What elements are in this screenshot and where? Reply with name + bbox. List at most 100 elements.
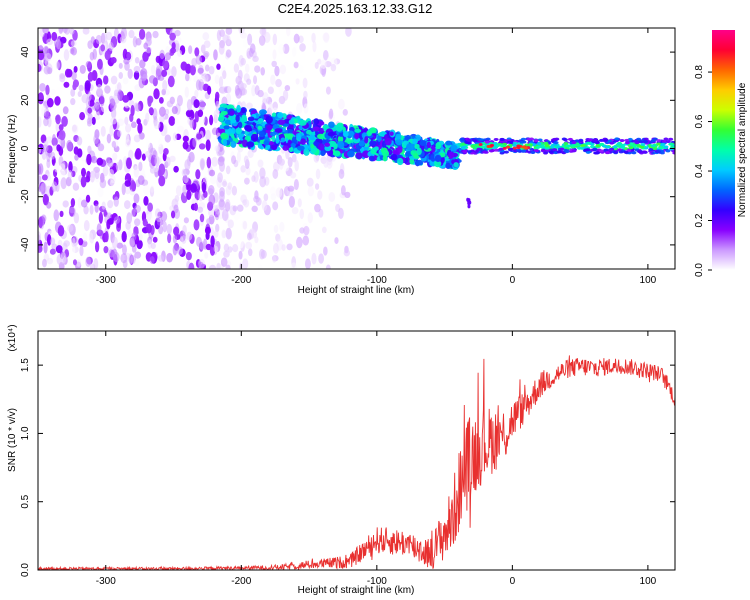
noise-cell [214, 145, 221, 152]
noise-cell [122, 244, 127, 255]
signal-cell [415, 159, 423, 166]
signal-cell [619, 139, 625, 143]
noise-cell [67, 224, 74, 233]
noise-cell [226, 85, 232, 94]
signal-cell [368, 155, 375, 162]
signal-cell [327, 131, 336, 137]
noise-cell [311, 252, 317, 265]
noise-cell [314, 61, 319, 70]
noise-cell [135, 148, 142, 160]
signal-cell [631, 151, 637, 155]
noise-cell [227, 246, 233, 253]
noise-cell [288, 195, 295, 208]
noise-cell [171, 66, 177, 78]
signal-cell [623, 150, 629, 154]
signal-cell [467, 201, 471, 206]
signal-cell [624, 141, 630, 145]
noise-cell [263, 193, 269, 202]
signal-cell [430, 154, 436, 162]
spectrogram-x-tick-label: -200 [231, 275, 251, 286]
noise-cell [55, 86, 62, 98]
signal-cell [317, 143, 325, 151]
noise-cell [322, 32, 330, 42]
noise-cell [108, 169, 115, 177]
signal-cell [266, 124, 273, 131]
noise-cell [184, 86, 189, 98]
signal-cell [358, 140, 366, 147]
noise-cell [70, 197, 76, 208]
noise-cell [101, 201, 106, 210]
noise-cell [317, 190, 323, 200]
signal-cell [274, 128, 283, 133]
signal-cell [396, 146, 403, 154]
signal-cell [484, 140, 490, 144]
noise-cell [143, 42, 149, 50]
noise-cell [79, 64, 86, 74]
noise-cell [213, 229, 219, 238]
noise-cell [98, 211, 103, 224]
noise-cell [251, 205, 258, 213]
noise-cell [188, 45, 193, 55]
signal-cell [672, 144, 675, 148]
signal-cell [639, 145, 645, 149]
signal-cell [498, 147, 504, 151]
noise-cell [117, 118, 125, 127]
noise-cell [278, 44, 285, 55]
noise-cell [68, 207, 76, 218]
noise-cell [213, 245, 219, 253]
noise-cell [183, 217, 189, 224]
noise-cell [79, 245, 84, 257]
noise-cell [177, 49, 183, 57]
signal-cell [561, 137, 567, 141]
signal-cell [613, 150, 619, 154]
noise-cell [122, 77, 129, 85]
signal-cell [599, 142, 605, 146]
signal-cell [275, 136, 280, 144]
signal-cell [556, 145, 562, 149]
signal-cell [549, 145, 555, 149]
signal-cell [637, 150, 643, 154]
snr-plot-area [38, 331, 675, 570]
signal-cell [313, 118, 320, 125]
noise-cell [82, 232, 88, 242]
noise-cell [328, 110, 333, 120]
noise-cell [254, 85, 260, 96]
noise-cell [306, 177, 314, 187]
signal-cell [362, 150, 370, 159]
noise-cell [294, 159, 299, 172]
snr-y-label: SNR (10 * v/v) [7, 408, 18, 472]
signal-cell [282, 145, 290, 151]
signal-cell [406, 143, 414, 151]
noise-cell [99, 94, 105, 107]
signal-cell [665, 140, 671, 144]
noise-cell [203, 51, 210, 58]
noise-cell [64, 28, 70, 35]
signal-cell [389, 131, 394, 136]
noise-cell [193, 219, 200, 231]
noise-cell [139, 59, 146, 69]
noise-cell [76, 136, 83, 146]
noise-cell [197, 206, 204, 213]
signal-cell [338, 132, 344, 137]
colorbar-label: Normalized spectral amplitude [737, 82, 748, 217]
noise-cell [189, 64, 196, 76]
noise-cell [117, 89, 123, 101]
noise-cell [59, 163, 66, 172]
noise-cell [73, 212, 80, 224]
noise-cell [150, 64, 156, 75]
noise-cell [54, 161, 60, 173]
noise-cell [133, 134, 141, 143]
noise-cell [185, 73, 190, 82]
noise-cell [128, 100, 135, 107]
signal-cell [354, 128, 362, 133]
noise-cell [182, 135, 189, 142]
noise-cell [283, 164, 289, 172]
signal-cell [640, 142, 646, 146]
signal-cell [218, 115, 225, 122]
noise-cell [299, 65, 304, 73]
noise-cell [322, 49, 329, 61]
noise-cell [171, 42, 176, 50]
noise-cell [131, 181, 137, 192]
signal-cell [328, 140, 337, 147]
